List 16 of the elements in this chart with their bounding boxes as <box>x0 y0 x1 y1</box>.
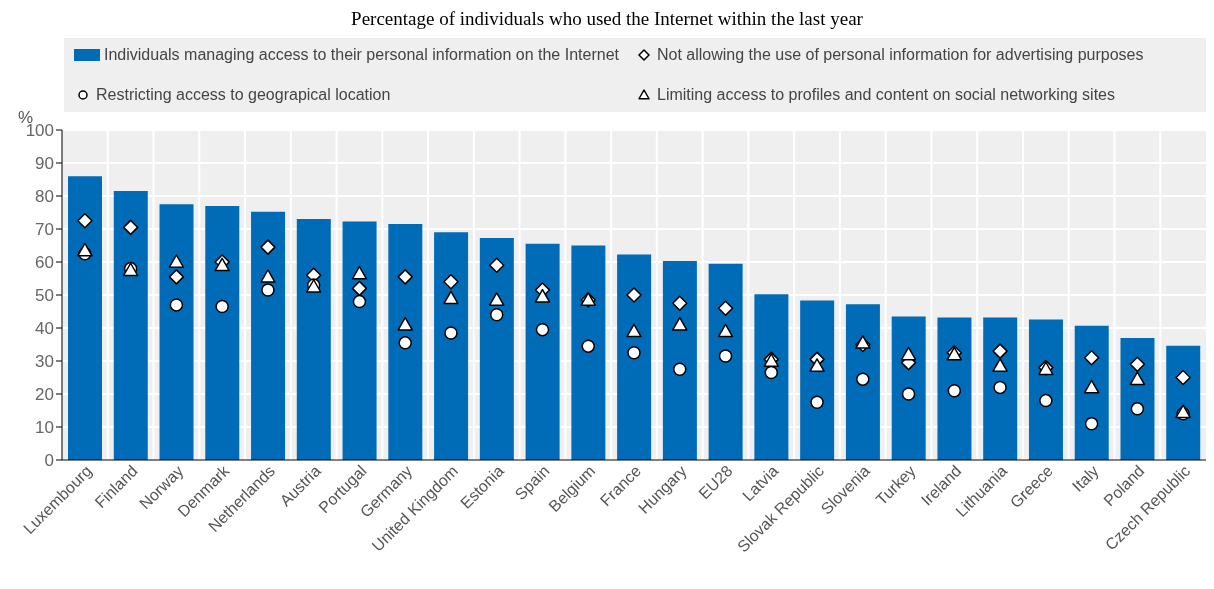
legend-label: Limiting access to profiles and content on social networking sites <box>657 86 1116 104</box>
y-tick-label: 40 <box>35 319 54 339</box>
y-tick-label: 20 <box>35 385 54 405</box>
y-tick-label: 70 <box>35 220 54 240</box>
y-tick-label: 90 <box>35 154 54 174</box>
x-tick-label: Italy <box>1068 462 1102 495</box>
y-tick-label: 60 <box>35 253 54 273</box>
legend-label: Not allowing the use of personal information for advertising purposes <box>657 46 1144 64</box>
y-tick-label: 50 <box>35 286 54 306</box>
y-tick-label: 10 <box>35 418 54 438</box>
chart-title: Percentage of individuals who used the Internet within the last year <box>350 8 864 31</box>
y-tick-label: 80 <box>35 187 54 207</box>
legend-label: Individuals managing access to their personal information on the Internet <box>104 46 619 64</box>
y-tick-label: 30 <box>35 352 54 372</box>
y-tick-label: 0 <box>44 451 54 471</box>
legend-label: Restricting access to geograpical location <box>96 86 391 104</box>
